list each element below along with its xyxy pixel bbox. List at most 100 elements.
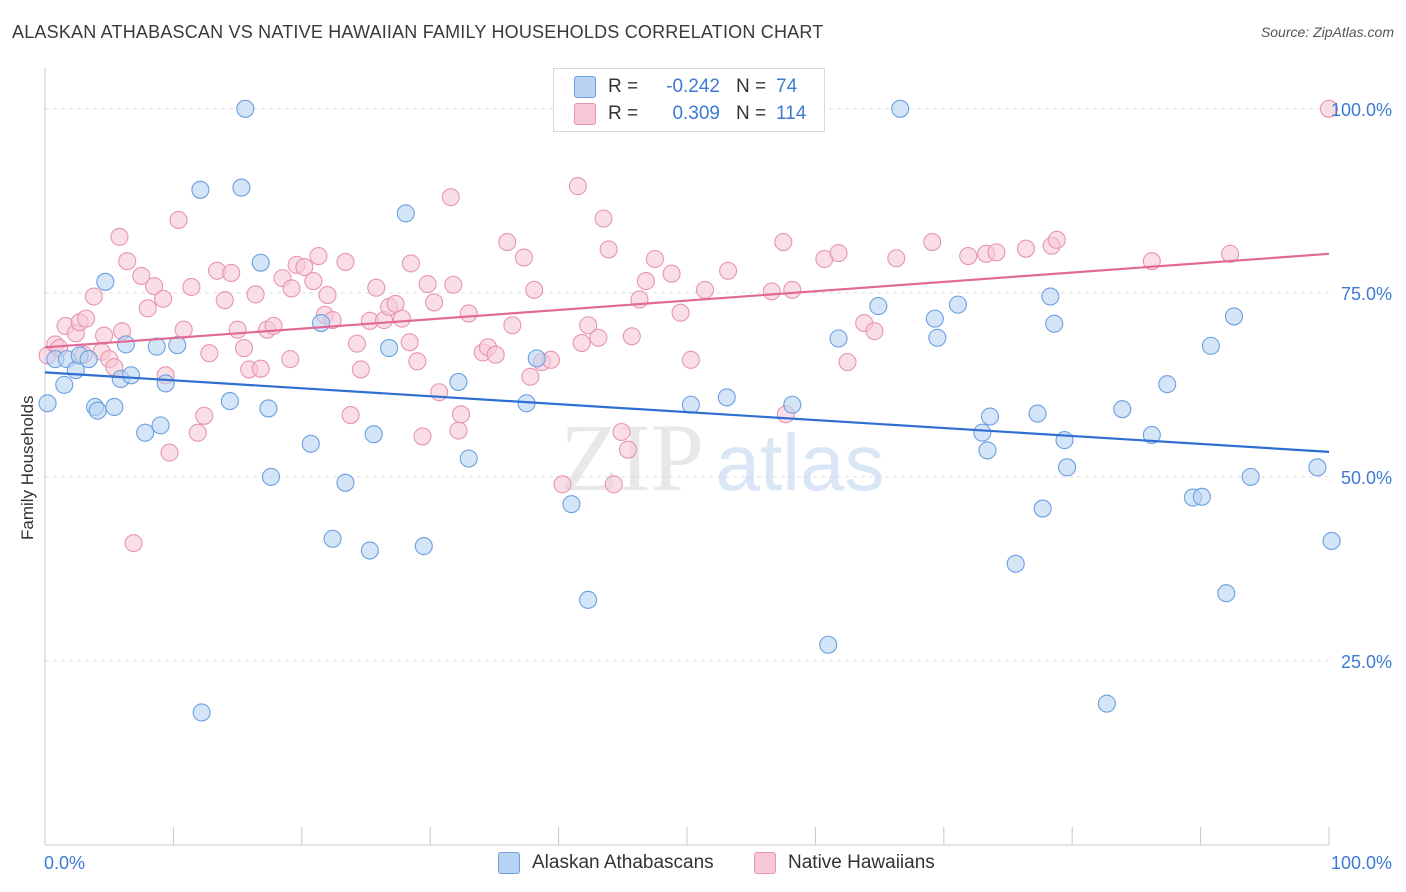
athabascan-point bbox=[380, 339, 399, 358]
hawaiian-point bbox=[425, 293, 444, 312]
athabascan-point bbox=[336, 473, 355, 492]
athabascan-point bbox=[360, 541, 379, 560]
legend-row-hawaiian: R = 0.309 N = 114 bbox=[574, 102, 806, 126]
athabascan-point bbox=[1058, 458, 1077, 477]
hawaiian-point bbox=[681, 350, 700, 369]
hawaiian-point bbox=[318, 286, 337, 305]
hawaiian-point bbox=[281, 350, 300, 369]
legend-swatch-pink bbox=[574, 103, 596, 125]
watermark: ZIP atlas bbox=[560, 404, 884, 511]
correlation-legend: R = -0.242 N = 74 R = 0.309 N = 114 bbox=[553, 68, 825, 132]
hawaiian-point bbox=[622, 327, 641, 346]
y-tick-label: 50.0% bbox=[1341, 468, 1392, 488]
hawaiian-point bbox=[304, 272, 323, 291]
athabascan-point bbox=[819, 635, 838, 654]
athabascan-point bbox=[151, 416, 170, 435]
hawaiian-point bbox=[169, 210, 188, 230]
hawaiian-point bbox=[589, 328, 608, 347]
x-tick-label-start: 0.0% bbox=[44, 853, 85, 873]
hawaiian-point bbox=[392, 309, 412, 328]
hawaiian-point bbox=[110, 227, 129, 246]
hawaiian-point bbox=[118, 252, 137, 271]
watermark-atlas: atlas bbox=[716, 418, 885, 507]
hawaiian-point bbox=[444, 275, 463, 294]
athabascan-point bbox=[1097, 694, 1116, 713]
hawaiian-point bbox=[579, 316, 598, 335]
hawaiian-point bbox=[367, 278, 386, 297]
hawaiian-point bbox=[222, 263, 241, 283]
bottom-legend-swatch-pink bbox=[754, 852, 776, 874]
athabascan-point bbox=[829, 329, 848, 348]
hawaiian-point bbox=[783, 280, 802, 299]
athabascan-point bbox=[251, 253, 270, 272]
athabascan-point bbox=[312, 313, 331, 333]
athabascan-point bbox=[364, 425, 383, 444]
hawaiian-point bbox=[77, 309, 96, 328]
athabascan-point bbox=[261, 467, 281, 486]
legend-r-value: -0.242 bbox=[666, 76, 720, 97]
athabascan-point bbox=[925, 309, 944, 328]
hawaiian-point bbox=[228, 320, 247, 339]
hawaiian-point bbox=[418, 274, 437, 294]
bottom-legend-label: Native Hawaiians bbox=[788, 852, 935, 873]
hawaiian-point bbox=[451, 405, 471, 424]
hawaiian-point bbox=[521, 367, 540, 386]
hawaiian-point bbox=[295, 258, 314, 277]
hawaiian-point bbox=[413, 427, 432, 446]
hawaiian-point bbox=[282, 279, 301, 298]
hawaiian-point bbox=[246, 285, 265, 304]
athabascan-point bbox=[220, 392, 239, 411]
hawaiian-point bbox=[251, 359, 270, 378]
athabascan-point bbox=[396, 204, 415, 223]
athabascan-point bbox=[1322, 531, 1341, 551]
bottom-legend-hawaiian: Native Hawaiians bbox=[754, 852, 935, 874]
hawaiian-point bbox=[188, 423, 207, 442]
athabascan-point bbox=[973, 423, 992, 442]
hawaiian-point bbox=[865, 322, 884, 341]
hawaiian-point bbox=[309, 246, 328, 266]
athabascan-point bbox=[1033, 499, 1052, 518]
hawaiian-point bbox=[762, 282, 781, 301]
athabascan-point bbox=[105, 397, 124, 417]
hawaiian-point bbox=[347, 334, 367, 353]
athabascan-point bbox=[681, 395, 700, 414]
hawaiian-point bbox=[568, 177, 587, 196]
hawaiian-point bbox=[604, 475, 623, 494]
athabascan-point bbox=[1241, 467, 1260, 486]
y-axis-title: Family Households bbox=[18, 395, 37, 540]
athabascan-point bbox=[301, 434, 320, 453]
hawaiian-point bbox=[182, 277, 201, 297]
athabascan-point bbox=[1201, 336, 1220, 355]
native-hawaiians-points bbox=[38, 99, 1339, 553]
hawaiian-point bbox=[351, 360, 370, 379]
legend-n-label: N = bbox=[736, 103, 767, 124]
hawaiian-point bbox=[618, 440, 637, 459]
athabascan-point bbox=[459, 449, 478, 468]
legend-r-value: 0.309 bbox=[672, 103, 720, 124]
athabascan-point bbox=[1192, 487, 1211, 506]
athabascan-point bbox=[136, 423, 155, 442]
athabascan-point bbox=[96, 272, 115, 291]
athabascan-point bbox=[236, 99, 255, 118]
y-tick-label: 100.0% bbox=[1331, 100, 1392, 120]
athabascan-point bbox=[1028, 404, 1047, 423]
hawaiian-point bbox=[987, 243, 1006, 262]
hawaiian-point bbox=[695, 280, 715, 299]
hawaiian-point bbox=[887, 249, 906, 268]
athabascan-point bbox=[1158, 375, 1177, 394]
athabascan-point bbox=[156, 374, 175, 393]
legend-n-label: N = bbox=[736, 76, 767, 97]
athabascan-point bbox=[191, 180, 210, 199]
athabascan-point bbox=[232, 178, 251, 197]
chart-title: ALASKAN ATHABASCAN VS NATIVE HAWAIIAN FA… bbox=[12, 22, 824, 42]
hawaiian-point bbox=[195, 406, 214, 425]
athabascan-point bbox=[1224, 307, 1244, 326]
athabascan-point bbox=[928, 328, 947, 347]
hawaiian-point bbox=[154, 289, 173, 308]
y-tick-label: 25.0% bbox=[1341, 652, 1392, 672]
hawaiian-point bbox=[200, 344, 219, 363]
legend-n-value: 114 bbox=[776, 103, 807, 124]
hawaiian-point bbox=[401, 254, 420, 273]
athabascan-point bbox=[116, 335, 135, 354]
